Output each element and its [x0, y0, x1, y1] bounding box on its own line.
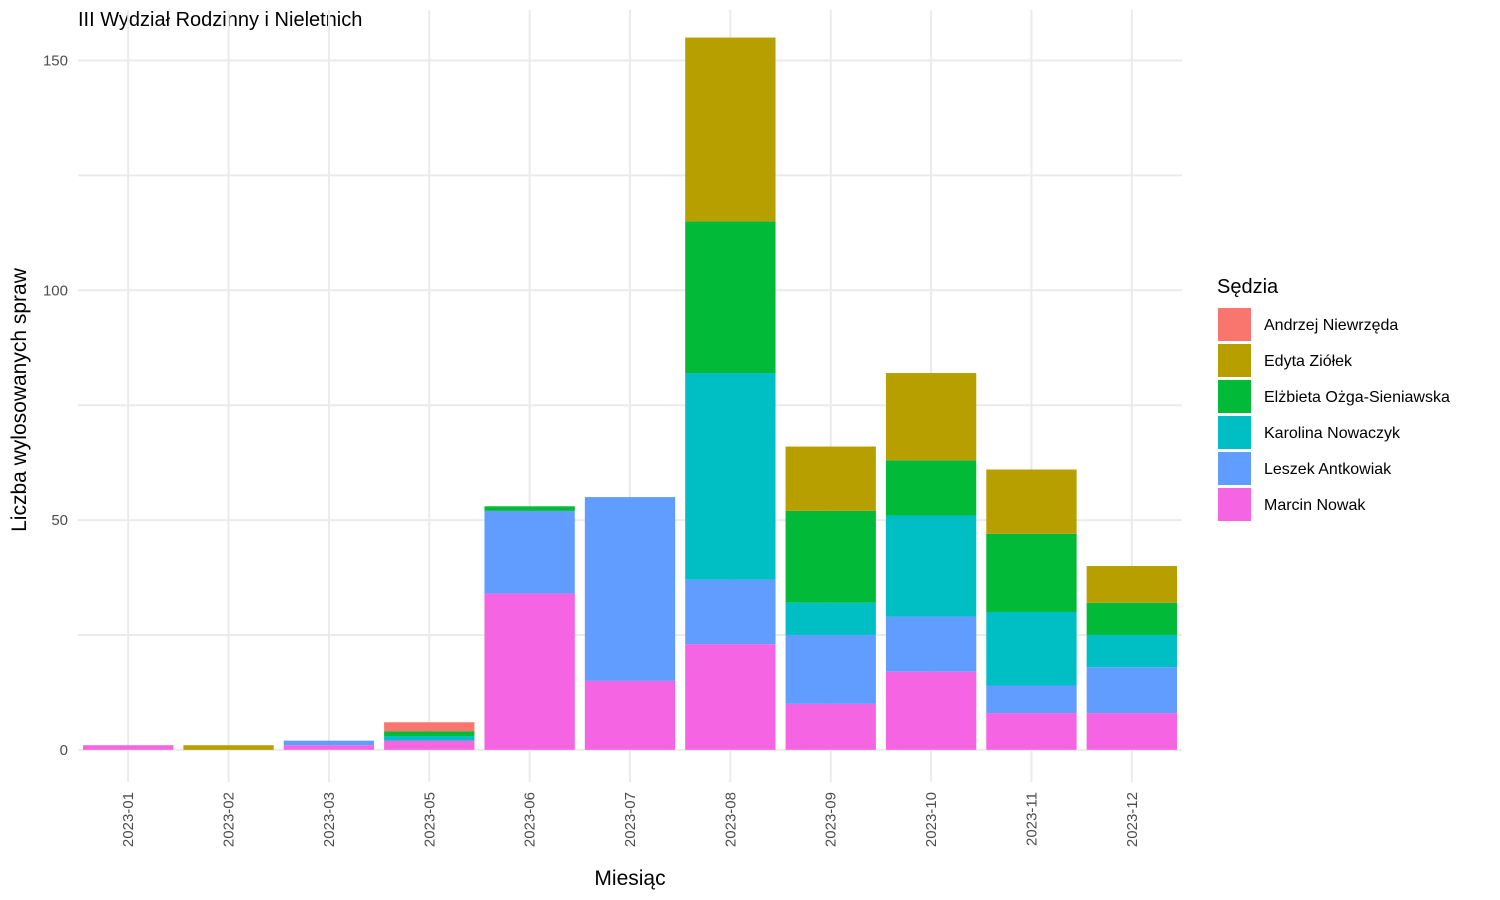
bar-segment	[685, 579, 776, 645]
legend-label: Andrzej Niewrzęda	[1264, 317, 1398, 334]
bar-segment	[986, 611, 1077, 686]
x-tick-label: 2023-10	[923, 792, 940, 847]
legend-label: Marcin Nowak	[1264, 497, 1366, 514]
bar-segment	[685, 373, 776, 580]
bar-segment	[384, 736, 475, 741]
y-axis-title: Liczba wylosowanych spraw	[8, 267, 31, 532]
x-tick-label: 2023-07	[622, 792, 639, 847]
y-tick-label: 50	[51, 512, 68, 529]
x-tick-label: 2023-03	[321, 792, 338, 847]
legend-label: Edyta Ziółek	[1264, 353, 1353, 370]
legend-swatch	[1218, 488, 1251, 521]
legend-label: Karolina Nowaczyk	[1264, 425, 1401, 442]
bar-segment	[584, 680, 676, 750]
chart-title: III Wydział Rodzinny i Nieletnich	[78, 9, 362, 31]
bar-segment	[584, 497, 676, 681]
x-axis-ticks: 2023-01 2023-02 2023-03 2023-05 2023-06 2023-…	[120, 792, 1141, 847]
legend: Sędzia Andrzej Niewrzęda Edyta Ziółek Elżb…	[1217, 276, 1450, 521]
bar-segment	[685, 37, 776, 222]
bar-segment	[986, 713, 1077, 750]
legend-swatch	[1218, 380, 1251, 413]
bar-segment	[885, 460, 977, 516]
bar-segment	[183, 745, 274, 750]
bar-segment	[785, 703, 876, 750]
legend-swatch	[1218, 308, 1251, 341]
bar-segment	[1086, 634, 1177, 668]
legend-label: Elżbieta Ożga-Sieniawska	[1264, 389, 1450, 406]
bar-segment	[986, 685, 1077, 714]
legend-swatch	[1218, 344, 1251, 377]
x-tick-label: 2023-05	[421, 792, 438, 847]
x-tick-label: 2023-12	[1124, 792, 1141, 847]
bar-segment	[885, 671, 977, 750]
bar-segment	[384, 740, 475, 750]
bar-segment	[1086, 566, 1177, 603]
y-tick-label: 150	[43, 53, 68, 70]
legend-label: Leszek Antkowiak	[1264, 461, 1392, 478]
bar-segment	[685, 644, 776, 750]
bar-segment	[484, 506, 575, 511]
y-tick-label: 100	[43, 282, 68, 299]
x-tick-label: 2023-11	[1023, 792, 1040, 846]
x-tick-label: 2023-01	[120, 792, 137, 847]
bar-segment	[885, 373, 977, 461]
y-tick-label: 0	[60, 742, 68, 759]
bar-segment	[785, 602, 876, 635]
bar-segment	[1086, 667, 1177, 714]
bar-segment	[785, 446, 876, 511]
bar-segment	[283, 740, 375, 746]
legend-swatch	[1218, 452, 1251, 485]
bar-segment	[484, 593, 575, 750]
x-tick-label: 2023-08	[722, 792, 739, 847]
bar-segment	[885, 515, 977, 617]
x-tick-label: 2023-02	[221, 792, 238, 847]
bar-segment	[283, 745, 375, 750]
x-axis-title: Miesiąc	[594, 867, 665, 890]
bar-segment	[986, 469, 1077, 534]
bar-segment	[685, 221, 776, 374]
bar-segment	[1086, 713, 1177, 750]
bar-segment	[83, 745, 174, 750]
bar-segment	[484, 510, 575, 594]
legend-swatch	[1218, 416, 1251, 449]
bar-segment	[384, 731, 475, 737]
bar-segment	[785, 510, 876, 603]
bar-segment	[986, 533, 1077, 612]
bar-segment	[384, 722, 475, 732]
legend-title: Sędzia	[1217, 276, 1279, 298]
bar-segment	[885, 616, 977, 672]
y-axis-ticks: 0 50 100 150	[43, 53, 68, 759]
bars	[83, 37, 1177, 750]
bar-segment	[1086, 602, 1177, 635]
bar-segment	[785, 634, 876, 704]
x-tick-label: 2023-09	[823, 792, 840, 847]
x-tick-label: 2023-06	[522, 792, 539, 847]
